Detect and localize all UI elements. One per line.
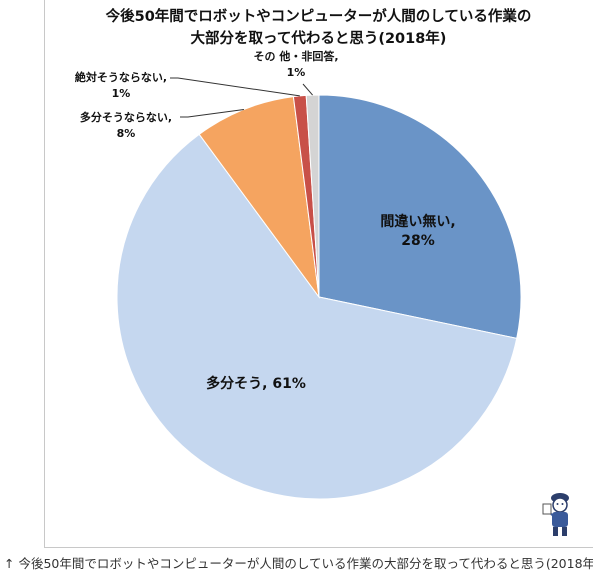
chart-title-line-1: 今後50年間でロボットやコンピューターが人間のしている作業の [105, 9, 532, 25]
pie-slice-4 [305, 94, 320, 298]
pie-slice-0 [318, 94, 522, 339]
chart-title: 今後50年間でロボットやコンピューターが人間のしている作業の 大部分を取って代わ… [44, 6, 593, 50]
leader-line-2 [180, 108, 244, 118]
pie-slice-1 [116, 133, 518, 500]
chart-title-line-2: 大部分を取って代わると思う(2018年) [190, 31, 447, 47]
pie-slice-2 [198, 96, 320, 299]
leader-line-4 [302, 83, 313, 96]
slice-label-0: 間違い無い, 28% [380, 213, 455, 249]
slice-label-3: 絶対そうならない, 1% [75, 70, 167, 100]
slice-label-1: 多分そう, 61% [206, 375, 306, 392]
slice-label-2: 多分そうならない, 8% [80, 110, 172, 140]
caption: ↑ 今後50年間でロボットやコンピューターが人間のしている作業の大部分を取って代… [4, 556, 593, 571]
leader-line-3 [170, 77, 300, 97]
pie-chart: 間違い無い, 28% 多分そう, 61% 多分そうならない, 8% 絶対そうならない, 1%… [75, 49, 522, 500]
slice-label-4: その 他・非回答, 1% [253, 49, 338, 79]
mascot-icon [542, 493, 569, 536]
chart-area [44, 0, 593, 548]
